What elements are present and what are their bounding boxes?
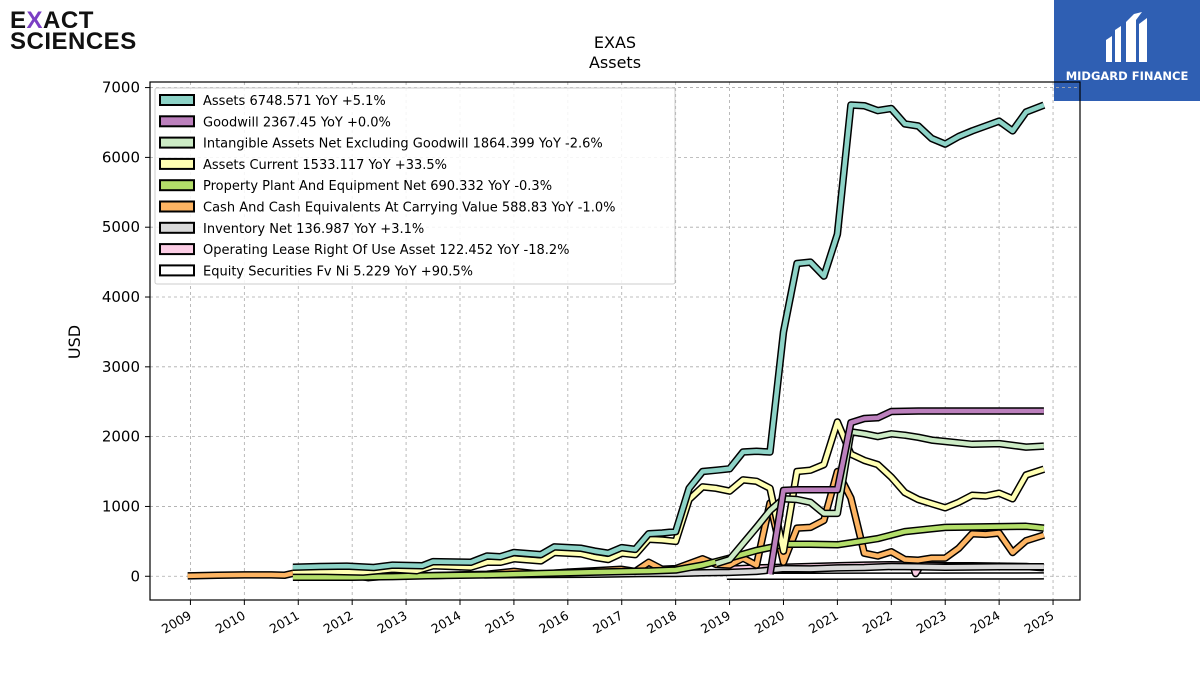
y-tick-label: 7000 <box>102 79 140 97</box>
logo-line-2: SCIENCES <box>10 28 137 55</box>
y-tick-label: 2000 <box>102 428 140 446</box>
series-line <box>292 102 1045 570</box>
x-tick-label: 2024 <box>968 608 1003 637</box>
y-tick-label: 0 <box>130 567 140 585</box>
legend-entry: Inventory Net 136.987 YoY +3.1% <box>159 221 424 237</box>
series-outline <box>292 418 1046 576</box>
legend-label: Goodwill 2367.45 YoY +0.0% <box>203 115 391 130</box>
x-tick-label: 2017 <box>590 608 625 637</box>
x-tick-label: 2016 <box>536 608 571 637</box>
x-tick-label: 2018 <box>644 608 679 637</box>
series-assets <box>292 101 1046 572</box>
y-tick-label: 6000 <box>102 148 140 166</box>
midgard-finance-badge: MIDGARD FINANCE <box>1054 0 1200 101</box>
legend-label: Property Plant And Equipment Net 690.332… <box>203 179 552 194</box>
x-tick-label: 2022 <box>860 608 895 637</box>
legend-entry: Property Plant And Equipment Net 690.332… <box>159 179 552 194</box>
series-property-plant-and-equipment-net <box>292 522 1045 582</box>
legend-label: Equity Securities Fv Ni 5.229 YoY +90.5% <box>203 264 473 279</box>
x-tick-label: 2025 <box>1021 608 1056 637</box>
series-line <box>292 524 1045 580</box>
legend-entry: Operating Lease Right Of Use Asset 122.4… <box>159 243 570 258</box>
y-tick-label: 3000 <box>102 358 140 376</box>
y-tick-label: 1000 <box>102 497 140 515</box>
legend: Assets 6748.571 YoY +5.1% Goodwill 2367.4… <box>154 87 676 285</box>
series-intangible-assets-net-excluding-goodwill <box>714 428 1045 568</box>
exact-sciences-logo: EXACT SCIENCES <box>10 7 137 55</box>
legend-swatch <box>159 115 195 128</box>
x-tick-label: 2009 <box>159 608 194 637</box>
x-axis: 2009 2010 2011 2012 2013 2014 2015 2016 2017 2018… <box>159 600 1057 637</box>
y-axis: 0 1000 2000 3000 4000 5000 6000 7000 <box>102 79 150 585</box>
legend-entry: Intangible Assets Net Excluding Goodwill… <box>159 136 603 152</box>
legend-entry: Goodwill 2367.45 YoY +0.0% <box>159 115 391 130</box>
badge-label: MIDGARD FINANCE <box>1065 69 1189 83</box>
x-tick-label: 2020 <box>752 608 787 637</box>
chart-subtitle: Assets <box>589 53 641 72</box>
plot-frame <box>149 81 1081 601</box>
midgard-emblem-icon <box>1106 12 1147 62</box>
logo-line-1: EXACT <box>10 7 94 34</box>
legend-swatch <box>159 264 195 277</box>
legend-swatch <box>159 179 195 192</box>
y-axis-label: USD <box>65 325 84 359</box>
legend-swatch <box>159 157 195 170</box>
series-cash-and-cash-equivalents-at-carrying-value <box>187 467 1046 582</box>
legend-swatch <box>159 136 195 149</box>
x-tick-label: 2010 <box>213 608 248 637</box>
x-tick-label: 2015 <box>482 608 517 637</box>
x-tick-label: 2011 <box>267 608 302 637</box>
legend-box <box>154 87 676 285</box>
legend-label: Cash And Cash Equivalents At Carrying Va… <box>203 201 615 216</box>
legend-label: Assets Current 1533.117 YoY +33.5% <box>203 158 447 173</box>
legend-entry: Cash And Cash Equivalents At Carrying Va… <box>159 200 615 216</box>
legend-entry: Assets 6748.571 YoY +5.1% <box>159 94 386 109</box>
x-tick-label: 2023 <box>914 608 949 637</box>
series-line <box>292 419 1045 575</box>
chart-title: EXAS <box>594 33 636 52</box>
legend-entry: Assets Current 1533.117 YoY +33.5% <box>159 157 447 173</box>
series-line <box>187 469 1045 580</box>
x-tick-label: 2013 <box>375 608 410 637</box>
series-layer <box>187 101 1046 582</box>
x-tick-label: 2019 <box>698 608 733 637</box>
legend-label: Assets 6748.571 YoY +5.1% <box>203 94 386 109</box>
legend-label: Inventory Net 136.987 YoY +3.1% <box>203 222 424 237</box>
series-line <box>715 429 1045 566</box>
x-tick-label: 2014 <box>428 608 463 637</box>
legend-swatch <box>159 94 195 106</box>
y-tick-label: 4000 <box>102 288 140 306</box>
x-tick-label: 2021 <box>806 608 841 637</box>
legend-entry: Equity Securities Fv Ni 5.229 YoY +90.5% <box>159 264 473 279</box>
series-assets-current <box>292 418 1046 576</box>
y-tick-label: 5000 <box>102 218 140 236</box>
series-line <box>767 408 1044 575</box>
x-tick-label: 2012 <box>321 608 356 637</box>
legend-swatch <box>159 200 195 213</box>
legend-swatch <box>159 221 195 234</box>
legend-label: Intangible Assets Net Excluding Goodwill… <box>203 137 603 152</box>
legend-label: Operating Lease Right Of Use Asset 122.4… <box>203 243 570 258</box>
series-goodwill <box>766 407 1044 575</box>
legend-swatch <box>159 243 195 256</box>
